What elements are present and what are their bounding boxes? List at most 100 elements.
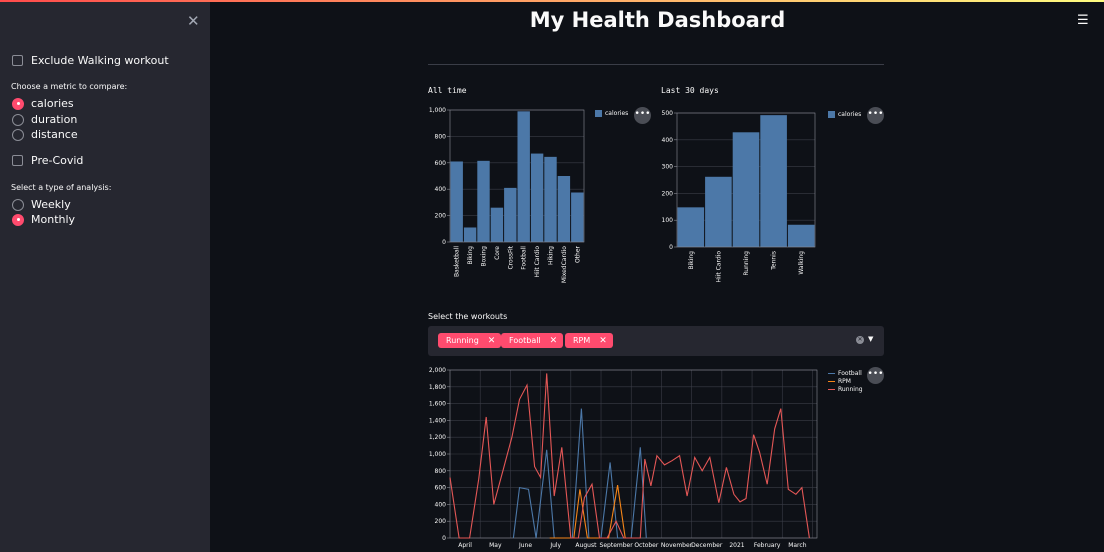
checkbox-box[interactable] [12,155,23,166]
tag-label: Football [509,336,541,345]
y-tick-label: 300 [662,164,674,171]
radio-dot-selected[interactable] [12,97,24,110]
chart-title-last-30-days: Last 30 days [661,86,719,95]
series-line-running [449,373,810,539]
y-tick-label: 0 [442,239,446,246]
x-tick-label: Biking [688,251,695,270]
y-tick-label: 500 [662,110,674,117]
legend-line [828,372,835,374]
series-line-rpm [549,485,626,539]
x-tick-label: October [634,542,659,549]
bar [463,227,477,242]
chart-legend: calories [828,110,861,118]
radio-weekly[interactable]: Weekly [12,198,71,211]
divider [428,64,884,65]
y-tick-label: 400 [662,137,674,144]
line-chart-legend: Football RPM Running [828,369,863,393]
bar [544,156,557,242]
y-tick-label: 1,800 [429,384,446,391]
x-tick-label: MixedCardio [561,246,568,283]
y-tick-label: 1,600 [429,401,446,408]
y-tick-label: 2,000 [429,367,446,374]
x-tick-label: February [754,542,781,549]
close-icon[interactable]: ✕ [599,335,607,346]
chart-title-all-time: All time [428,86,467,95]
radio-label: calories [31,97,74,110]
ellipsis-icon[interactable]: ••• [867,367,884,384]
y-tick-label: 200 [435,518,447,525]
bar [571,192,584,242]
radio-distance[interactable]: distance [12,128,78,141]
x-tick-label: 2021 [729,542,744,549]
legend-label: RPM [838,377,851,385]
x-tick-label: April [458,542,472,549]
tag-football: Football ✕ [501,333,564,348]
plot-frame [676,112,816,248]
radio-dot-selected[interactable] [12,213,24,226]
legend-label: calories [838,110,862,118]
radio-monthly[interactable]: Monthly [12,213,75,226]
bar [530,153,544,242]
x-tick-label: Other [574,245,581,263]
radio-dot[interactable] [12,198,24,211]
y-tick-label: 200 [435,213,447,220]
bar [450,161,463,242]
x-tick-label: Hiit Cardio [715,251,722,283]
y-tick-label: 0 [442,535,446,542]
legend-label: Football [838,369,862,377]
y-tick-label: 200 [662,190,674,197]
metric-label: Choose a metric to compare: [11,82,128,91]
legend-label: Running [838,385,863,393]
plot-frame [449,109,585,243]
radio-label: distance [31,128,78,141]
hamburger-icon[interactable]: ☰ [1077,13,1089,28]
chart-legend: calories [595,109,628,117]
radio-calories[interactable]: calories [12,97,74,110]
y-tick-label: 100 [662,217,674,224]
ellipsis-icon[interactable]: ••• [634,107,651,124]
y-tick-label: 0 [669,244,673,251]
x-tick-label: Hiit Cardio [534,246,541,278]
x-tick-label: June [518,542,532,549]
radio-label: Monthly [31,213,76,226]
legend-swatch [828,110,835,118]
chevron-down-icon[interactable]: ▼ [868,335,874,343]
radio-duration[interactable]: duration [12,113,77,126]
ellipsis-icon[interactable]: ••• [867,107,884,124]
legend-line [828,388,835,390]
workouts-multiselect[interactable]: Running ✕ Football ✕ RPM ✕ ✕ ▼ [428,326,884,356]
select-workouts-label: Select the workouts [428,312,508,321]
x-tick-label: Football [521,246,528,270]
x-tick-label: Hiking [548,246,555,265]
exclude-walking-checkbox[interactable]: Exclude Walking workout [12,54,169,67]
radio-dot[interactable] [12,128,24,141]
bar [517,111,530,242]
pre-covid-checkbox[interactable]: Pre-Covid [12,154,83,167]
bar [732,132,760,247]
x-tick-label: August [575,542,597,549]
radio-dot[interactable] [12,113,24,126]
close-icon[interactable]: ✕ [487,335,496,346]
bar [705,176,732,247]
x-tick-label: CrossFit [507,245,514,269]
y-tick-label: 1,400 [429,417,446,424]
x-tick-label: December [691,542,723,549]
x-tick-label: May [489,542,502,549]
page-title: My Health Dashboard [529,8,786,32]
bar [760,115,787,247]
x-tick-label: Core [494,246,501,260]
x-tick-label: Tennis [771,251,778,271]
x-tick-label: March [788,542,806,549]
legend-swatch [595,109,602,117]
x-tick-label: July [549,542,561,549]
close-icon[interactable]: ✕ [187,12,200,30]
legend-line [828,380,835,382]
close-icon[interactable]: ✕ [549,335,558,346]
clear-icon[interactable]: ✕ [856,336,864,344]
checkbox-box[interactable] [12,55,23,66]
radio-label: duration [31,113,78,126]
tag-rpm: RPM ✕ [565,333,613,348]
tag-label: Running [446,336,479,345]
y-tick-label: 800 [435,468,447,475]
